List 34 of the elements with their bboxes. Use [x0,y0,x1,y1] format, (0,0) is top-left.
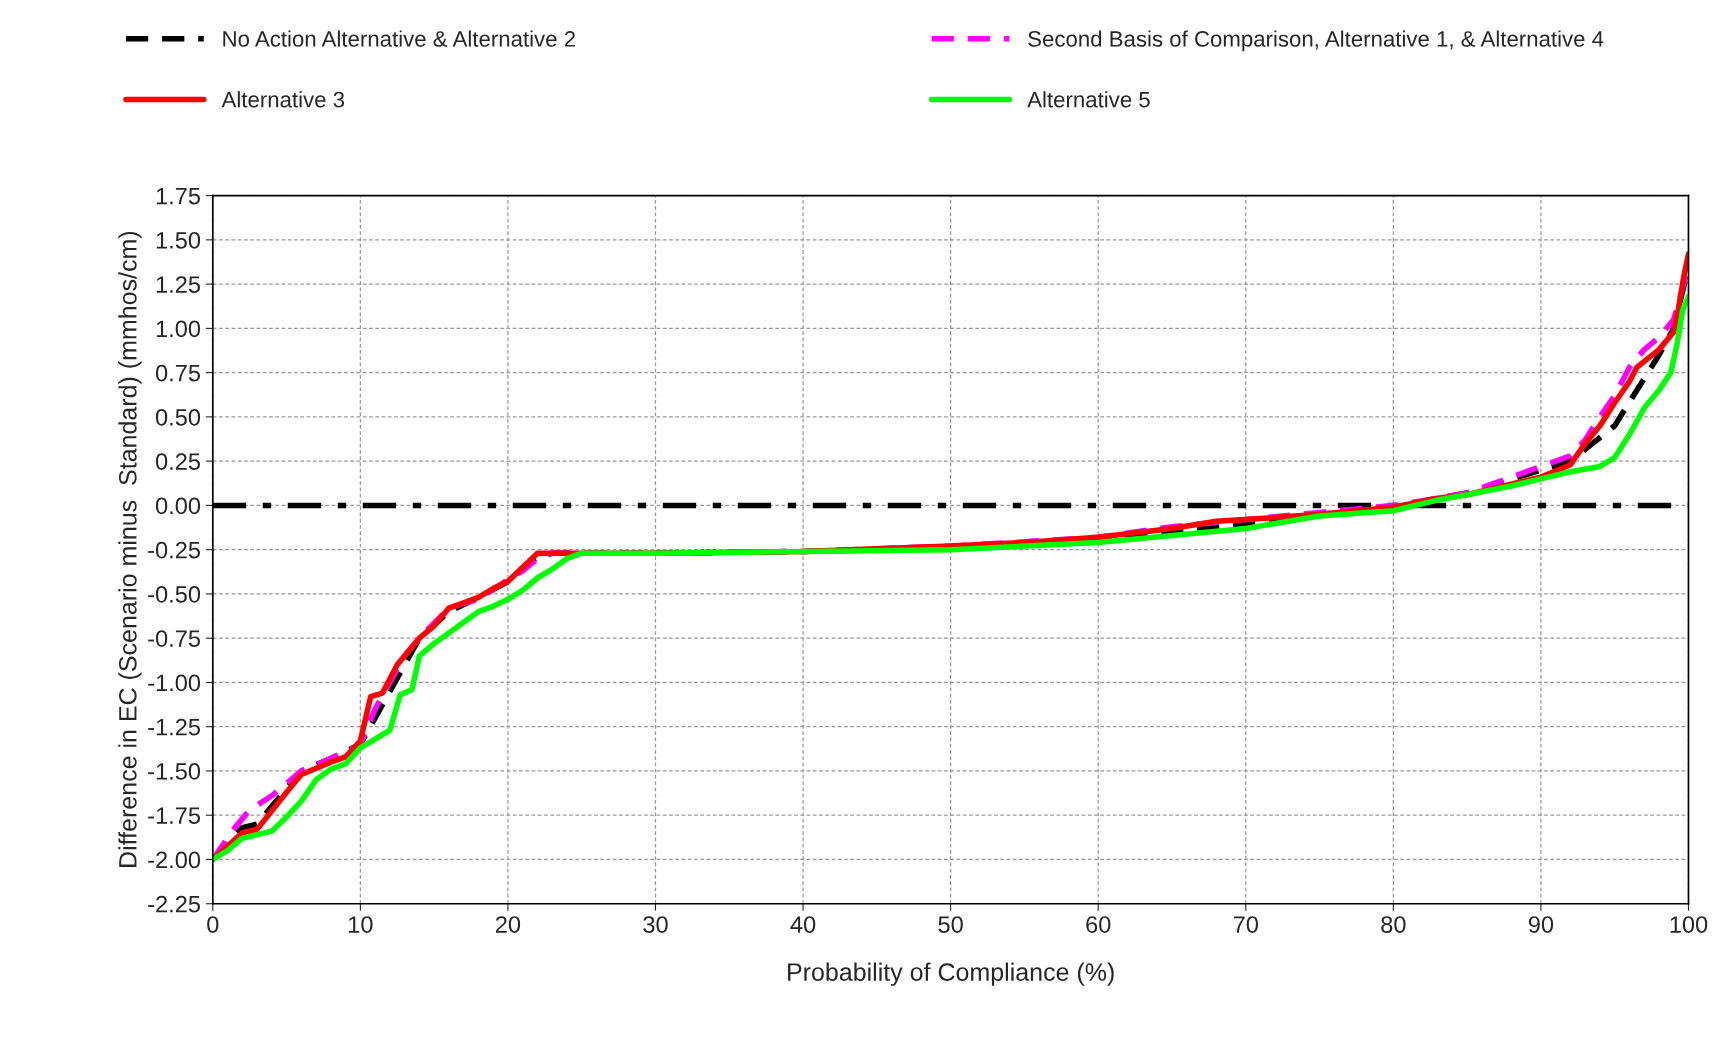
y-tick-label: -1.25 [148,718,200,736]
y-tick-label: -1.75 [148,807,200,825]
y-tick-label: 0.75 [155,364,200,382]
y-tick-label: 1.75 [156,187,200,205]
y-tick-label: -1.50 [148,763,201,780]
y-axis-title: Difference in EC (Scenario minus Standard) (mmhos/cm) [118,231,142,867]
y-tick-label: -0.75 [148,630,200,647]
x-tick-label: 10 [349,916,373,933]
y-tick-label: 0.00 [155,497,201,515]
x-tick-label: 40 [790,916,816,933]
legend-label: No Action Alternative & Alternative 2 [223,30,575,47]
x-tick-label: 100 [1670,916,1708,933]
x-tick-label: 30 [643,916,668,933]
y-tick-label: -2.00 [148,851,201,869]
x-tick-label: 80 [1381,916,1406,933]
y-tick-label: 0.50 [155,408,201,426]
x-tick-label: 70 [1233,916,1258,933]
y-tick-label: -1.00 [148,674,201,692]
y-tick-label: 0.25 [155,453,200,470]
x-tick-label: 50 [938,916,963,933]
legend-label: Second Basis of Comparison, Alternative 1, & Alternative 4 [1028,30,1604,52]
x-tick-label: 60 [1086,916,1111,933]
x-tick-label: 0 [207,916,219,933]
y-tick-label: 1.25 [156,276,200,293]
x-tick-label: 90 [1528,916,1554,933]
y-tick-label: 1.00 [156,320,201,338]
legend-label: Alternative 5 [1027,91,1150,108]
x-axis-title: Probability of Compliance (%) [788,962,1114,986]
y-tick-label: 1.50 [156,231,201,249]
y-tick-label: -2.25 [148,895,200,913]
x-tick-label: 20 [495,916,521,933]
legend-label: Alternative 3 [221,91,345,108]
y-tick-label: -0.25 [148,541,200,559]
y-tick-label: -0.50 [148,586,201,603]
